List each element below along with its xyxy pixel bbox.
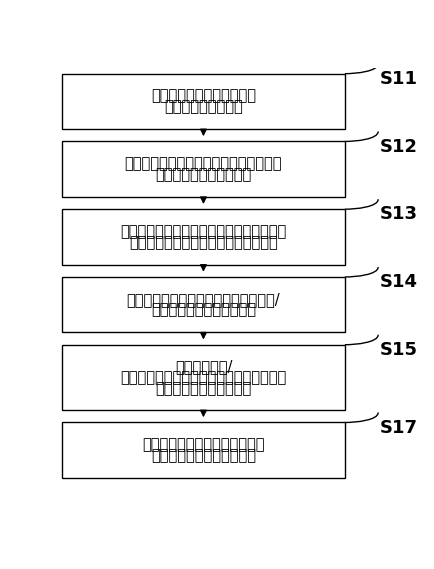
- Text: 根据故障报告，构建屏蔽了故障设备和/: 根据故障报告，构建屏蔽了故障设备和/: [127, 292, 280, 307]
- Text: S15: S15: [380, 341, 418, 359]
- Text: 计算各回路和/: 计算各回路和/: [175, 359, 232, 374]
- Text: 以配电网内各配网管理设备: 以配电网内各配网管理设备: [151, 89, 256, 104]
- Text: 或线路后的临时配电网结构: 或线路后的临时配电网结构: [151, 303, 256, 318]
- Bar: [62, 73, 345, 129]
- Text: 根据控制指令控制相应的回路和: 根据控制指令控制相应的回路和: [142, 438, 265, 452]
- Text: 在配电网中的上下游关系: 在配电网中的上下游关系: [155, 167, 252, 182]
- Bar: [62, 345, 345, 410]
- Text: 根据电流的特性确定各所述配网管理设备: 根据电流的特性确定各所述配网管理设备: [125, 156, 282, 171]
- Text: S14: S14: [380, 273, 418, 291]
- Bar: [62, 277, 345, 332]
- Text: S17: S17: [380, 419, 418, 436]
- Text: S11: S11: [380, 70, 418, 88]
- Text: 配电自动化终端的启闭状态: 配电自动化终端的启闭状态: [151, 448, 256, 463]
- Bar: [62, 209, 345, 265]
- Bar: [62, 142, 345, 197]
- Bar: [62, 422, 345, 478]
- Text: S12: S12: [380, 138, 418, 155]
- Text: 为节点构建通讯网络: 为节点构建通讯网络: [164, 99, 243, 114]
- Text: 根据监测数据的变化特性以及各配网管理设: 根据监测数据的变化特性以及各配网管理设: [120, 224, 286, 239]
- Text: 或配电自动化终端的开关启闭状态的组合方: 或配电自动化终端的开关启闭状态的组合方: [120, 370, 286, 385]
- Text: S13: S13: [380, 205, 418, 224]
- Text: 备在配电网中的位置关系生成故障报告: 备在配电网中的位置关系生成故障报告: [129, 235, 278, 250]
- Text: 式并生成相应的控制指令: 式并生成相应的控制指令: [155, 381, 252, 395]
